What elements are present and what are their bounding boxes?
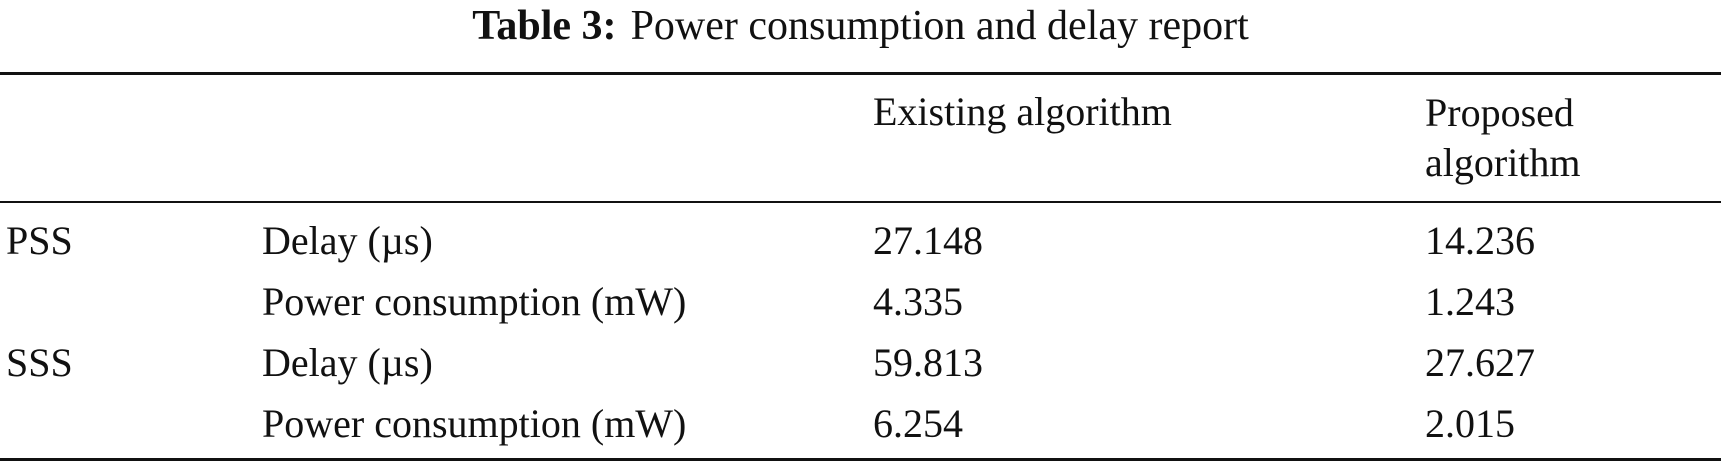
row-group-sss: SSS xyxy=(6,340,73,385)
row-proposed-value: 2.015 xyxy=(1425,401,1515,446)
row-proposed-value: 14.236 xyxy=(1425,218,1535,263)
row-existing-value: 27.148 xyxy=(873,218,983,263)
header-proposed-algorithm: Proposed algorithm xyxy=(1425,88,1685,188)
row-metric-power: Power consumption (mW) xyxy=(262,401,687,446)
table-bottom-rule xyxy=(0,458,1721,461)
row-metric-delay: Delay (µs) xyxy=(262,340,433,385)
header-proposed-line-1: Proposed xyxy=(1425,90,1574,135)
row-metric-delay: Delay (µs) xyxy=(262,218,433,263)
header-existing-algorithm: Existing algorithm xyxy=(873,89,1172,134)
row-metric-power: Power consumption (mW) xyxy=(262,279,687,324)
table-top-rule xyxy=(0,72,1721,75)
table-header-rule xyxy=(0,201,1721,203)
row-proposed-value: 27.627 xyxy=(1425,340,1535,385)
row-proposed-value: 1.243 xyxy=(1425,279,1515,324)
row-group-pss: PSS xyxy=(6,218,73,263)
header-proposed-line-2: algorithm xyxy=(1425,140,1581,185)
table-caption-label: Table 3: xyxy=(472,3,617,49)
row-existing-value: 6.254 xyxy=(873,401,963,446)
row-existing-value: 59.813 xyxy=(873,340,983,385)
table-caption-text: Power consumption and delay report xyxy=(630,3,1249,49)
row-existing-value: 4.335 xyxy=(873,279,963,324)
table-caption: Table 3: Power consumption and delay repo… xyxy=(0,0,1721,52)
